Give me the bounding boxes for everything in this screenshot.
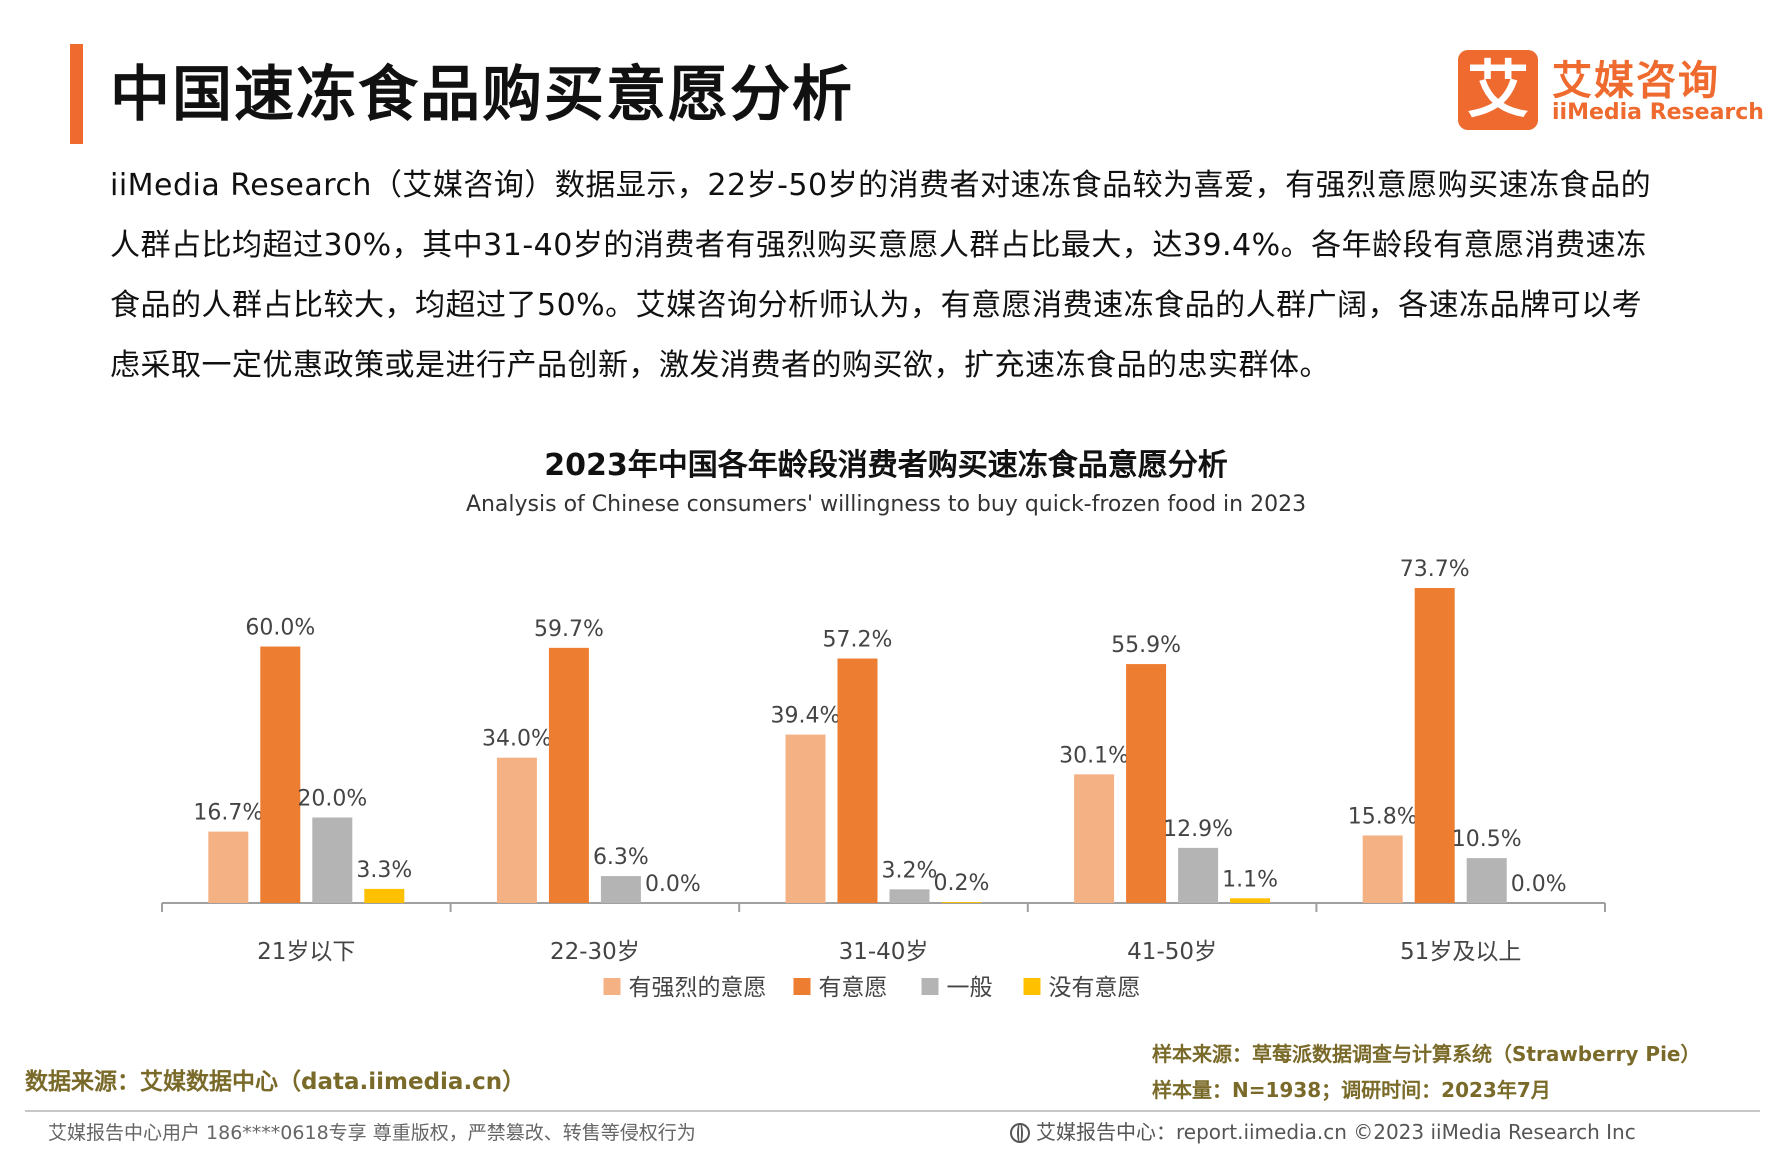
bar	[941, 902, 982, 903]
x-tick-label: 41-50岁	[1127, 939, 1217, 965]
bar	[1074, 774, 1115, 903]
bar	[208, 831, 249, 903]
data-label: 12.9%	[1163, 817, 1233, 842]
bar	[1414, 588, 1455, 903]
x-tick-label: 21岁以下	[257, 939, 355, 965]
legend-swatch	[793, 978, 811, 995]
title-accent-bar	[70, 44, 83, 144]
data-label: 30.1%	[1059, 743, 1129, 768]
bar	[1230, 898, 1271, 903]
footer-report-text: 艾媒报告中心：report.iimedia.cn ©2023 iiMedia R…	[1036, 1120, 1636, 1144]
data-label: 3.3%	[356, 858, 412, 883]
x-tick-label: 51岁及以上	[1400, 939, 1521, 965]
bar	[364, 888, 405, 903]
bar	[785, 734, 826, 903]
data-label: 10.5%	[1452, 827, 1522, 852]
data-label: 39.4%	[771, 704, 841, 729]
legend-swatch	[1023, 978, 1041, 995]
bar	[1466, 858, 1507, 903]
data-source: 数据来源：艾媒数据中心（data.iimedia.cn）	[25, 1069, 526, 1095]
footer-copyright-notice: 艾媒报告中心用户 186****0618专享 尊重版权，严禁篡改、转售等侵权行为	[48, 1122, 696, 1144]
bar	[312, 817, 353, 903]
logo-cn-text: 艾媒咨询	[1552, 58, 1720, 104]
data-label: 6.3%	[593, 845, 649, 870]
bar	[496, 757, 537, 903]
legend-label: 有意愿	[819, 975, 888, 1001]
logo-icon: 艾	[1458, 50, 1538, 130]
x-tick-label: 31-40岁	[839, 939, 929, 965]
data-label: 34.0%	[482, 727, 552, 752]
footer-report-center: 艾媒报告中心：report.iimedia.cn ©2023 iiMedia R…	[1010, 1116, 1636, 1145]
brand-logo: 艾 艾媒咨询 iiMedia Research	[1458, 50, 1764, 130]
data-label: 20.0%	[297, 787, 367, 812]
data-label: 1.1%	[1222, 867, 1278, 892]
bar	[889, 889, 930, 903]
intro-paragraph: iiMedia Research（艾媒咨询）数据显示，22岁-50岁的消费者对速…	[110, 168, 1652, 383]
bar	[1126, 664, 1167, 903]
bar	[548, 647, 589, 903]
logo-en-text: iiMedia Research	[1552, 100, 1764, 125]
chart-title: 2023年中国各年龄段消费者购买速冻食品意愿分析	[544, 448, 1228, 483]
data-label: 60.0%	[245, 616, 315, 641]
x-tick-label: 22-30岁	[550, 939, 640, 965]
globe-icon	[1010, 1123, 1030, 1143]
chart-subtitle: Analysis of Chinese consumers' willingne…	[465, 492, 1307, 517]
footer-divider	[25, 1110, 1760, 1112]
data-label: 73.7%	[1400, 557, 1470, 582]
data-label: 55.9%	[1111, 633, 1181, 658]
legend-swatch	[921, 978, 939, 995]
bar	[1362, 835, 1403, 903]
page-title: 中国速冻食品购买意愿分析	[110, 60, 854, 130]
sample-source: 样本来源：草莓派数据调查与计算系统（Strawberry Pie）	[1152, 1042, 1701, 1066]
bar	[837, 658, 878, 903]
legend-label: 有强烈的意愿	[629, 975, 767, 1001]
data-label: 0.2%	[934, 871, 990, 896]
data-label: 16.7%	[193, 801, 263, 826]
data-label: 3.2%	[882, 858, 938, 883]
data-label: 57.2%	[823, 628, 893, 653]
data-label: 15.8%	[1348, 804, 1418, 829]
bar	[260, 646, 301, 903]
data-label: 0.0%	[645, 872, 701, 897]
legend-label: 没有意愿	[1049, 975, 1141, 1001]
sample-size: 样本量：N=1938；调研时间：2023年7月	[1152, 1078, 1551, 1102]
legend-label: 一般	[947, 975, 993, 1001]
bar	[1178, 847, 1219, 903]
bar	[600, 876, 641, 903]
legend-swatch	[603, 978, 621, 995]
data-label: 0.0%	[1511, 872, 1567, 897]
data-label: 59.7%	[534, 617, 604, 642]
